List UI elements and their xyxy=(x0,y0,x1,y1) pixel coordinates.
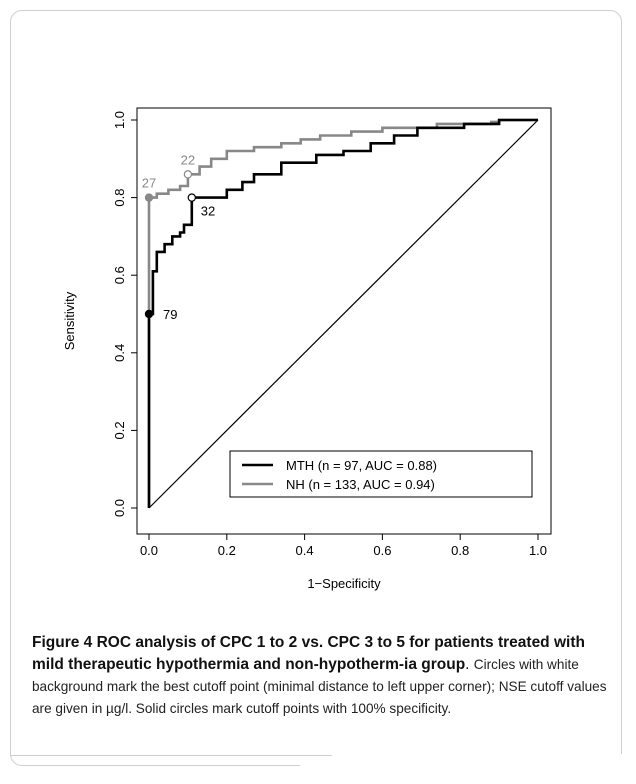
y-axis-label: Sensitivity xyxy=(62,291,77,350)
cutoff-point xyxy=(183,170,193,179)
caption-body: Circles with white background mark the b… xyxy=(32,657,607,716)
y-axis: 0.0 0.2 0.4 0.6 0.8 1.0 xyxy=(112,111,137,517)
caption-title-end: . xyxy=(465,656,470,673)
x-tick-label: 0.4 xyxy=(296,543,314,558)
figure-caption: Figure 4 ROC analysis of CPC 1 to 2 vs. … xyxy=(32,632,612,720)
frame-gap xyxy=(300,754,636,784)
x-tick-label: 0.2 xyxy=(218,543,236,558)
y-tick-label: 0.4 xyxy=(112,344,127,362)
series-line-mth xyxy=(147,118,538,508)
y-tick-label: 0.2 xyxy=(112,421,127,439)
y-tick-label: 0.0 xyxy=(112,499,127,517)
cutoff-label: 27 xyxy=(142,176,156,191)
legend-box xyxy=(229,450,533,498)
plot-box xyxy=(136,107,552,535)
cutoff-label: 22 xyxy=(181,152,195,167)
y-tick-label: 1.0 xyxy=(112,111,127,129)
cutoff-point xyxy=(144,309,154,319)
x-tick-label: 0.0 xyxy=(140,543,158,558)
x-tick-label: 1.0 xyxy=(529,543,547,558)
series-layer xyxy=(147,118,538,508)
x-axis: 0.0 0.2 0.4 0.6 0.8 1.0 xyxy=(140,534,547,558)
cutoff-points: 79 32 27 22 xyxy=(142,152,215,322)
y-tick-label: 0.6 xyxy=(112,266,127,284)
x-tick-label: 0.6 xyxy=(373,543,391,558)
caption-title: Figure 4 ROC analysis of CPC 1 to 2 vs. … xyxy=(32,634,585,673)
cutoff-label: 32 xyxy=(201,204,215,219)
frame-bottom-rule xyxy=(10,755,332,756)
cutoff-point xyxy=(144,193,154,202)
legend: MTH (n = 97, AUC = 0.88) NH (n = 133, AU… xyxy=(229,450,533,498)
roc-chart: 0.0 0.2 0.4 0.6 0.8 1.0 0.0 0.2 0.4 0.6 0.8 1.0 1−… xyxy=(62,107,552,591)
x-tick-label: 0.8 xyxy=(451,543,469,558)
cutoff-point xyxy=(187,193,196,202)
legend-label-mth: MTH (n = 97, AUC = 0.88) xyxy=(286,458,437,473)
legend-label-nh: NH (n = 133, AUC = 0.94) xyxy=(286,477,435,492)
cutoff-label: 79 xyxy=(163,307,177,322)
reference-diagonal xyxy=(148,119,539,509)
y-tick-label: 0.8 xyxy=(112,189,127,207)
x-axis-label: 1−Specificity xyxy=(307,576,381,591)
